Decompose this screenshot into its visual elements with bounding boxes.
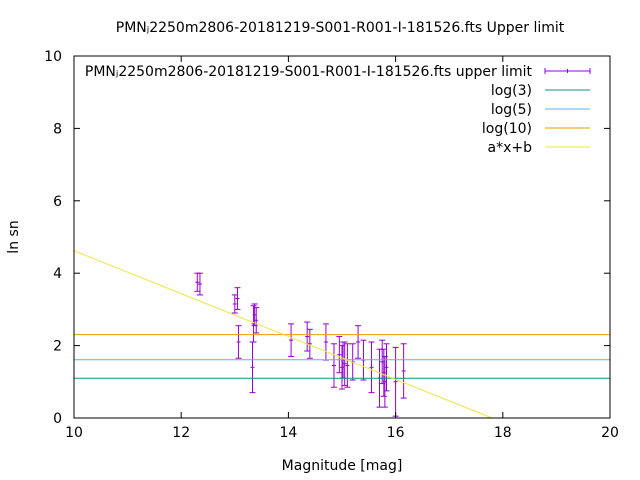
data-point [249,341,256,394]
legend-label: log(10) [482,121,532,137]
y-tick-label: 8 [53,121,62,137]
legend: PMNⱼ2250m2806-20181219-S001-R001-I-18152… [85,64,591,156]
data-point [330,343,337,388]
legend-label: log(3) [491,83,532,99]
y-tick-label: 2 [53,339,62,355]
data-point [231,294,238,314]
data-point [306,328,313,359]
plot-frame [73,55,611,419]
legend-label: log(5) [491,102,532,118]
chart-title: PMNⱼ2250m2806-20181219-S001-R001-I-18152… [116,20,565,36]
data-point [339,345,345,390]
y-tick-label: 0 [53,411,62,427]
legend-item: a*x+b [488,140,590,156]
data-point [253,307,260,334]
data-point [322,323,329,361]
legend-item: log(3) [491,83,590,99]
x-tick-label: 18 [494,425,512,441]
y-tick-label: 10 [44,49,62,65]
data-point [392,346,399,417]
x-tick-label: 14 [279,425,297,441]
legend-label: PMNⱼ2250m2806-20181219-S001-R001-I-18152… [85,64,533,80]
data-point [368,341,375,394]
data-point [336,336,343,374]
y-tick-label: 4 [53,266,62,282]
data-point [304,321,311,352]
data-point [383,343,390,392]
x-axis-label: Magnitude [mag] [282,458,403,474]
data-point [380,348,387,397]
x-tick-label: 16 [387,425,405,441]
data-point [355,325,362,359]
legend-item: log(10) [482,121,590,137]
data-point [288,323,295,357]
data-point [344,343,351,388]
data-point [400,343,407,399]
x-tick-label: 20 [601,425,619,441]
y-axis-label: ln sn [6,220,22,253]
data-point [196,272,203,296]
data-point [234,287,241,310]
data-point [194,272,201,292]
x-tick-label: 12 [172,425,190,441]
x-tick-label: 10 [65,425,83,441]
data-point [235,325,242,359]
legend-label: a*x+b [488,140,533,156]
legend-item: log(5) [491,102,590,118]
legend-item: PMNⱼ2250m2806-20181219-S001-R001-I-18152… [85,64,591,80]
y-tick-label: 6 [53,194,62,210]
fit-line [73,250,493,419]
